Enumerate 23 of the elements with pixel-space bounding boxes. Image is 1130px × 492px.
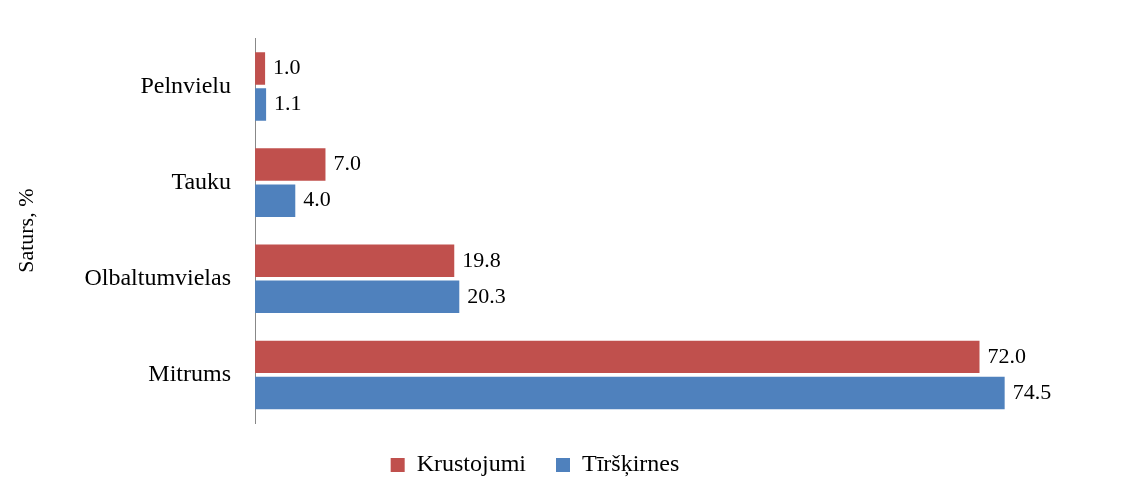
- data-label: 74.5: [1012, 378, 1052, 404]
- bar: [255, 52, 266, 85]
- y-axis-title: Saturs, %: [12, 188, 38, 273]
- y-tick-label: Tauku: [171, 167, 232, 194]
- bar: [255, 148, 326, 181]
- data-label: 72.0: [987, 342, 1026, 368]
- y-tick-label: Pelnvielu: [140, 71, 232, 98]
- data-label: 20.3: [467, 282, 506, 308]
- data-label: 1.1: [274, 90, 302, 116]
- data-label: 1.0: [273, 54, 301, 80]
- y-tick-label: Mitrums: [148, 360, 232, 387]
- bar: [255, 280, 460, 314]
- data-label: 19.8: [462, 246, 501, 272]
- bar: [255, 340, 980, 374]
- data-label: 4.0: [303, 186, 331, 212]
- bar: [255, 184, 296, 217]
- legend-label: Krustojumi: [416, 450, 527, 477]
- bar: [255, 244, 455, 277]
- legend-label: Tīršķirnes: [582, 450, 680, 478]
- y-tick-label: Olbaltumvielas: [84, 264, 232, 291]
- data-label: 7.0: [333, 150, 361, 176]
- bar: [255, 376, 1005, 410]
- bar: [255, 88, 267, 121]
